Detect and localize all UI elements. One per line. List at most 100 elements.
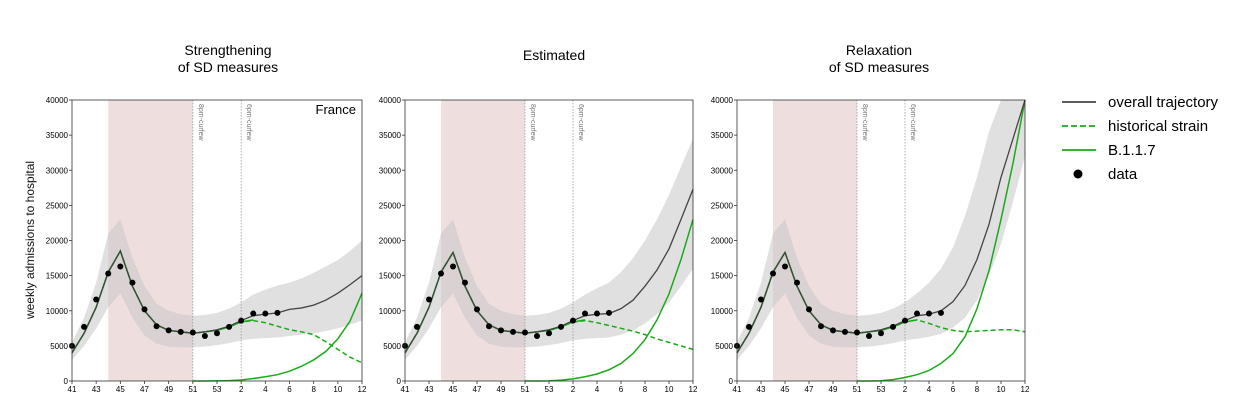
y-tick-label: 35000 — [46, 131, 69, 140]
event-label: 6pm-curfew — [909, 104, 916, 142]
legend-item-historical: historical strain — [1062, 118, 1208, 135]
y-tick-label: 30000 — [379, 166, 402, 175]
x-tick-label: 51 — [188, 385, 197, 394]
data-point — [818, 323, 824, 330]
x-tick-label: 49 — [164, 385, 173, 394]
y-tick-label: 30000 — [711, 166, 734, 175]
historical-strain-line — [736, 250, 1026, 354]
data-point — [450, 263, 456, 270]
y-tick-label: 20000 — [46, 237, 69, 246]
event-label: 6pm-curfew — [577, 104, 584, 142]
legend-label: B.1.1.7 — [1108, 142, 1156, 159]
x-tick-label: 53 — [877, 385, 886, 394]
y-tick-label: 10000 — [46, 307, 69, 316]
chart-title: of SD measures — [829, 59, 929, 75]
x-tick-label: 4 — [927, 385, 932, 394]
y-tick-label: 0 — [397, 377, 402, 386]
y-tick-label: 35000 — [379, 131, 402, 140]
legend-label: overall trajectory — [1108, 94, 1219, 111]
x-tick-label: 45 — [781, 385, 790, 394]
y-tick-label: 0 — [729, 377, 734, 386]
x-tick-label: 53 — [545, 385, 554, 394]
data-point — [570, 317, 576, 324]
data-point — [890, 323, 896, 330]
x-tick-label: 43 — [757, 385, 766, 394]
data-point — [201, 333, 208, 340]
overall-trajectory-line — [736, 99, 1026, 354]
y-tick-label: 15000 — [379, 272, 402, 281]
data-point — [914, 310, 920, 317]
y-tick-label: 40000 — [46, 96, 69, 105]
chart-panel-2: Estimated 8pm-curfew 6pm-curfew 0 5000 10000 1… — [379, 47, 698, 394]
chart-title: Strengthening — [184, 42, 271, 58]
event-label: 6pm-curfew — [245, 104, 252, 142]
confidence-band — [737, 100, 1025, 360]
y-tick-label: 15000 — [46, 272, 69, 281]
data-point — [510, 328, 516, 335]
data-point — [534, 333, 540, 340]
data-point — [462, 279, 468, 286]
country-annotation: France — [316, 102, 356, 117]
y-tick-label: 5000 — [50, 342, 68, 351]
data-point — [153, 323, 160, 330]
data-point — [274, 309, 281, 316]
data-point — [250, 310, 257, 317]
x-tick-label: 2 — [239, 385, 244, 394]
y-tick-label: 30000 — [46, 166, 69, 175]
y-tick-label: 5000 — [715, 342, 733, 351]
data-point — [214, 330, 220, 337]
x-tick-label: 8 — [311, 385, 316, 394]
y-tick-label: 25000 — [46, 201, 69, 210]
historical-strain-line — [404, 250, 694, 354]
x-tick-label: 12 — [358, 385, 367, 394]
data-point — [938, 309, 944, 316]
y-tick-label: 20000 — [379, 237, 402, 246]
y-tick-label: 5000 — [383, 342, 401, 351]
x-tick-label: 12 — [689, 385, 698, 394]
data-point — [770, 270, 776, 277]
legend-data-marker — [1073, 169, 1083, 179]
data-point — [746, 323, 752, 330]
chart-title: Estimated — [523, 47, 585, 63]
chart-title: Relaxation — [846, 42, 912, 58]
x-tick-label: 47 — [473, 385, 482, 394]
data-point — [189, 329, 196, 336]
data-point — [830, 327, 836, 334]
legend-item-overall: overall trajectory — [1062, 94, 1219, 111]
data-point — [165, 327, 172, 334]
data-point — [902, 317, 908, 324]
data-point — [582, 310, 588, 317]
data-point — [438, 270, 444, 277]
y-tick-label: 35000 — [711, 131, 734, 140]
overall-trajectory-line — [404, 188, 694, 354]
panels: Strengthening of SD measures 8pm-curfew 6pm… — [46, 42, 1030, 394]
data-point — [546, 330, 552, 337]
event-label: 8pm-curfew — [197, 104, 204, 142]
x-tick-label: 49 — [497, 385, 506, 394]
data-point — [878, 330, 884, 337]
x-tick-label: 6 — [951, 385, 956, 394]
x-tick-label: 10 — [997, 385, 1006, 394]
x-tick-label: 8 — [643, 385, 648, 394]
data-point — [105, 270, 112, 277]
x-tick-label: 4 — [263, 385, 268, 394]
x-tick-label: 2 — [903, 385, 908, 394]
data-point — [426, 296, 432, 303]
data-point — [758, 296, 764, 303]
data-point — [926, 310, 932, 317]
x-tick-label: 45 — [449, 385, 458, 394]
x-tick-label: 49 — [829, 385, 838, 394]
y-tick-label: 20000 — [711, 237, 734, 246]
b117-rise-line — [857, 99, 1026, 382]
data-point — [854, 329, 860, 336]
data-point — [594, 310, 600, 317]
x-tick-label: 6 — [287, 385, 292, 394]
x-tick-label: 10 — [665, 385, 674, 394]
overall-trajectory-line — [71, 249, 363, 354]
confidence-band — [405, 138, 693, 360]
y-tick-label: 10000 — [379, 307, 402, 316]
y-tick-label: 15000 — [711, 272, 734, 281]
data-point — [262, 310, 269, 317]
